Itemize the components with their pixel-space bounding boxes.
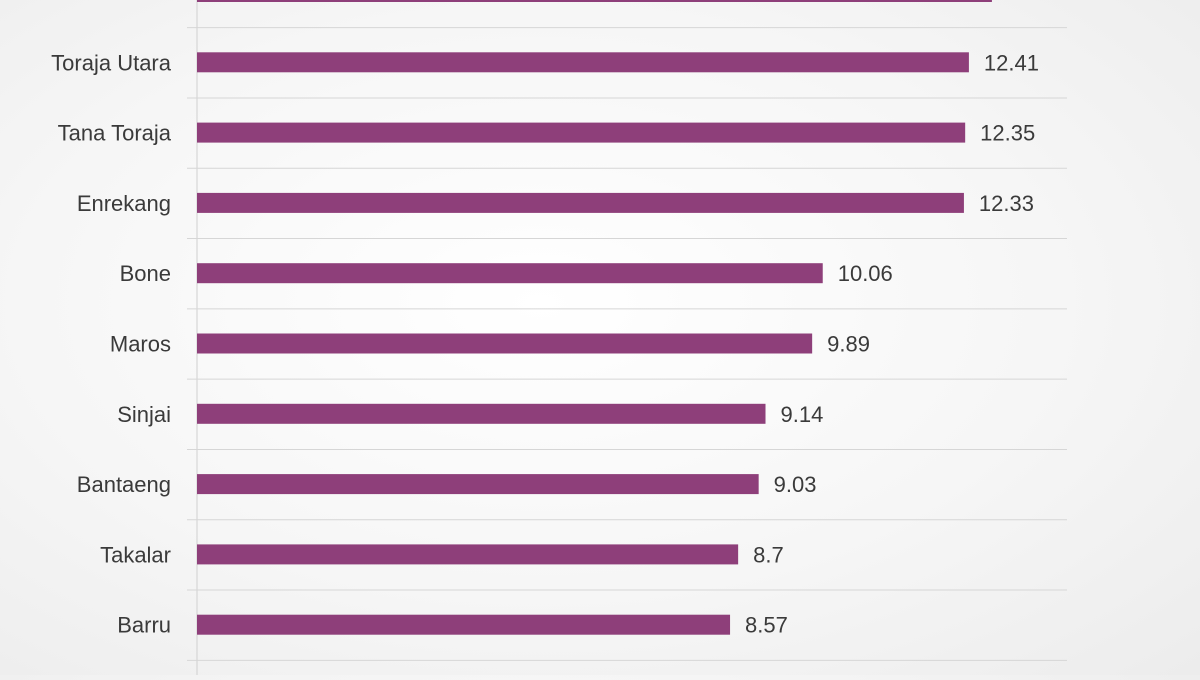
bar <box>197 263 823 284</box>
value-label: 12.41 <box>984 50 1039 75</box>
bar <box>197 614 731 635</box>
value-label: 8.57 <box>745 613 788 638</box>
bar <box>197 192 964 213</box>
category-label: Maros <box>110 332 171 357</box>
value-label: 12.78 <box>1007 0 1062 5</box>
category-label: Bantaeng <box>77 472 171 497</box>
value-label: 12.33 <box>979 191 1034 216</box>
category-label: Takalar <box>100 542 171 567</box>
category-label: Barru <box>117 613 171 638</box>
category-label: Sinjai <box>117 402 171 427</box>
value-label: 9.89 <box>827 332 870 357</box>
bars <box>197 0 992 635</box>
value-label: 8.7 <box>753 542 784 567</box>
bar <box>197 0 992 2</box>
category-label: Tana Toraja <box>58 121 172 146</box>
bar <box>197 333 813 354</box>
bar <box>197 403 766 424</box>
bar <box>197 544 739 565</box>
value-label: 12.35 <box>980 121 1035 146</box>
category-label: Enrekang <box>77 191 171 216</box>
value-label: 9.03 <box>774 472 817 497</box>
labels: Luwu 12.78 Toraja Utara 12.41 Tana Toraja 12.… <box>51 0 1062 638</box>
gridlines <box>187 0 1067 675</box>
value-label: 9.14 <box>781 402 824 427</box>
category-label: Bone <box>120 261 171 286</box>
bar <box>197 474 759 495</box>
category-label: Toraja Utara <box>51 50 172 75</box>
category-label: Luwu <box>118 0 171 5</box>
bar <box>197 122 966 143</box>
value-label: 10.06 <box>838 261 893 286</box>
bar <box>197 52 969 73</box>
